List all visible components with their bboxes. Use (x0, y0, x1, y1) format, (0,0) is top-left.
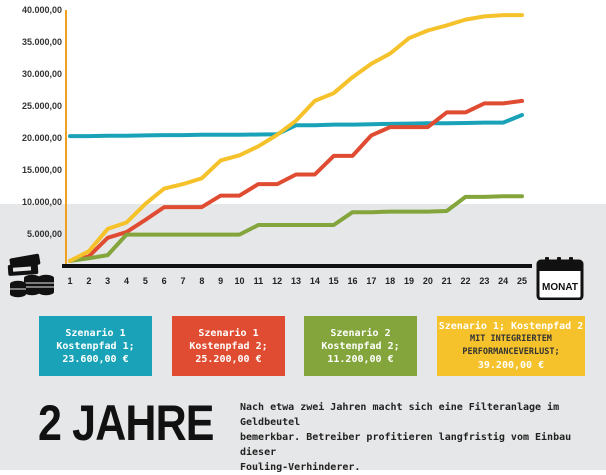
headline: 2 JAHRE (38, 395, 214, 451)
legend-line: Kostenpfad 1; (56, 340, 135, 352)
x-tick-label: 10 (234, 276, 244, 286)
legend-line: 25.200,00 € (195, 353, 262, 365)
x-tick-label: 11 (254, 276, 264, 286)
y-tick-label: 20.000,00 (22, 133, 62, 143)
x-tick-label: 12 (272, 276, 282, 286)
legend-line: 11.200,00 € (327, 353, 394, 365)
money-stack-icon (7, 253, 54, 298)
legend-line: Kostenpfad 2; (321, 340, 400, 352)
line-chart: 40.000,0035.000,0030.000,0025.000,0020.0… (7, 5, 584, 300)
legend-line: Szenario 1 (198, 327, 259, 339)
x-tick-label: 19 (404, 276, 414, 286)
legend-line: 23.600,00 € (62, 353, 129, 365)
series-line-3 (68, 194, 524, 263)
legend-line: PERFORMANCEVERLUST; (462, 347, 560, 357)
x-tick-label: 8 (199, 276, 204, 286)
y-tick-label: 15.000,00 (22, 165, 62, 175)
legend-line: Kostenpfad 2; (189, 340, 268, 352)
y-tick-label: 35.000,00 (22, 37, 62, 47)
legend-box-3: Szenario 2 Kostenpfad 2; 11.200,00 € (304, 316, 417, 376)
x-tick-label: 16 (347, 276, 357, 286)
x-tick-label: 13 (291, 276, 301, 286)
x-tick-label: 24 (498, 276, 508, 286)
x-tick-label: 1 (67, 276, 72, 286)
series-line-2 (68, 98, 524, 263)
legend-line: 39.200,00 € (477, 360, 545, 371)
x-tick-label: 6 (162, 276, 167, 286)
description: Nach etwa zwei Jahren macht sich eine Fi… (240, 402, 572, 473)
calendar-icon: MONAT (536, 257, 584, 300)
x-tick-label: 7 (180, 276, 185, 286)
calendar-label: MONAT (542, 282, 578, 293)
x-tick-label: 5 (143, 276, 148, 286)
y-tick-label: 10.000,00 (22, 197, 62, 207)
x-tick-label: 14 (310, 276, 320, 286)
legend-line: Szenario 1; Kostenpfad 2 (438, 321, 584, 332)
legend-box-1: Szenario 1 Kostenpfad 1; 23.600,00 € (39, 316, 152, 376)
legend-box-4: Szenario 1; Kostenpfad 2 MIT INTEGRIERTEM… (437, 316, 585, 376)
legend-line: Szenario 1 (65, 327, 126, 339)
x-tick-label: 15 (329, 276, 339, 286)
x-tick-label: 23 (479, 276, 489, 286)
legend-line: Szenario 2 (330, 327, 391, 339)
y-tick-label: 40.000,00 (22, 5, 62, 15)
series-line-4 (68, 13, 524, 263)
y-tick-label: 25.000,00 (22, 101, 62, 111)
legend-box-2: Szenario 1 Kostenpfad 2; 25.200,00 € (172, 316, 285, 376)
x-tick-label: 20 (423, 276, 433, 286)
x-tick-label: 25 (517, 276, 527, 286)
legend-line: MIT INTEGRIERTEM (470, 334, 552, 344)
x-tick-label: 9 (218, 276, 223, 286)
x-tick-label: 17 (366, 276, 376, 286)
x-tick-label: 18 (385, 276, 395, 286)
x-tick-label: 2 (86, 276, 91, 286)
x-tick-label: 21 (442, 276, 452, 286)
y-tick-label: 5.000,00 (27, 229, 62, 239)
x-tick-label: 4 (124, 276, 129, 286)
y-tick-label: 30.000,00 (22, 69, 62, 79)
x-tick-label: 3 (105, 276, 110, 286)
series-line-1 (68, 113, 524, 139)
x-tick-label: 22 (460, 276, 470, 286)
